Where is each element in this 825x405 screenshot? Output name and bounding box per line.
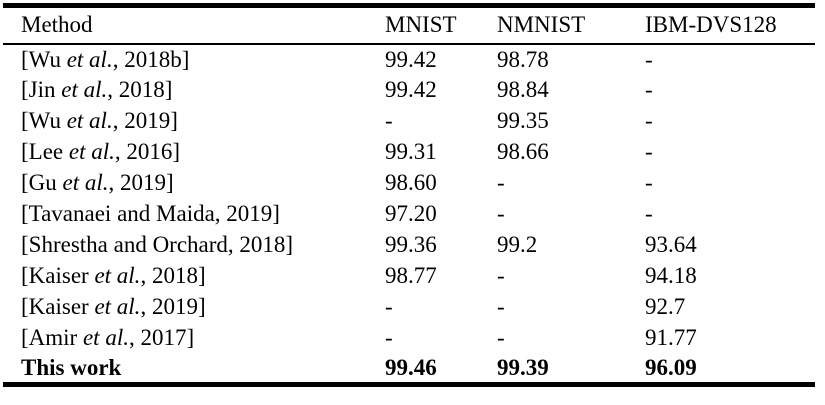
nmnist-value-cell: - — [497, 325, 505, 350]
table-row: [Lee et al., 2016] 99.31 98.66 - — [3, 137, 815, 168]
method-etal-italic: et al. — [68, 139, 115, 164]
method-cell: [Wu et al., 2018b] — [3, 44, 385, 75]
nmnist-value-cell: - — [497, 201, 505, 226]
table-row: [Jin et al., 2018] 99.42 98.84 - — [3, 75, 815, 106]
method-cell: [Kaiser et al., 2018] — [3, 261, 385, 292]
table-row: [Gu et al., 2019] 98.60 - - — [3, 168, 815, 199]
table-row: [Kaiser et al., 2019] - - 92.7 — [3, 292, 815, 323]
mnist-value-cell: - — [385, 294, 393, 319]
method-citation-suffix: , 2017] — [128, 325, 195, 350]
nmnist-value-cell: 98.84 — [497, 77, 549, 102]
col-header-nmnist: NMNIST — [497, 12, 586, 38]
method-etal-italic: et al. — [82, 325, 129, 350]
method-citation-text: [Gu — [21, 170, 63, 195]
method-citation-text: [Shrestha and Orchard, 2018] — [21, 232, 294, 257]
method-citation-text: [Wu — [21, 46, 67, 72]
method-citation-text: This work — [21, 354, 122, 380]
col-header-ibm-dvs128: IBM-DVS128 — [645, 12, 777, 38]
mnist-value-cell: 99.36 — [385, 232, 437, 257]
nmnist-value-cell: 98.78 — [497, 46, 549, 72]
method-etal-italic: et al. — [61, 77, 108, 102]
ibm-value-cell: 96.09 — [645, 354, 697, 380]
table-row: [Shrestha and Orchard, 2018] 99.36 99.2 … — [3, 230, 815, 261]
method-cell: [Gu et al., 2019] — [3, 168, 385, 199]
ibm-value-cell: - — [645, 170, 653, 195]
table-body: [Wu et al., 2018b] 99.42 98.78 - [Jin et… — [3, 44, 815, 385]
nmnist-value-cell: 98.66 — [497, 139, 549, 164]
nmnist-value-cell: 99.2 — [497, 232, 538, 257]
table-row: [Wu et al., 2019] - 99.35 - — [3, 106, 815, 137]
method-citation-text: [Kaiser — [21, 294, 95, 319]
mnist-value-cell: 98.77 — [385, 263, 437, 288]
method-citation-suffix: , 2018] — [140, 263, 206, 288]
method-cell: [Lee et al., 2016] — [3, 137, 385, 168]
ibm-value-cell: 92.7 — [645, 294, 686, 319]
table-header: Method MNIST NMNIST IBM-DVS128 — [3, 6, 815, 44]
method-citation-text: [Wu — [21, 108, 67, 133]
mnist-value-cell: - — [385, 325, 393, 350]
table-row: This work 99.46 99.39 96.09 — [3, 354, 815, 385]
method-citation-suffix: , 2018b] — [112, 46, 190, 72]
method-cell: This work — [3, 354, 385, 385]
results-table: Method MNIST NMNIST IBM-DVS128 [Wu et al… — [3, 3, 815, 387]
method-citation-suffix: , 2018] — [107, 77, 173, 102]
col-header-mnist: MNIST — [385, 12, 457, 38]
ibm-value-cell: - — [645, 139, 653, 164]
table-row: [Amir et al., 2017] - - 91.77 — [3, 323, 815, 354]
col-header-method: Method — [21, 12, 93, 38]
table-row: [Tavanaei and Maida, 2019] 97.20 - - — [3, 199, 815, 230]
mnist-value-cell: 99.31 — [385, 139, 437, 164]
method-citation-suffix: , 2016] — [114, 139, 181, 164]
nmnist-value-cell: - — [497, 294, 505, 319]
ibm-value-cell: - — [645, 46, 653, 72]
method-cell: [Wu et al., 2019] — [3, 106, 385, 137]
ibm-value-cell: 94.18 — [645, 263, 697, 288]
method-etal-italic: et al. — [94, 294, 141, 319]
mnist-value-cell: - — [385, 108, 393, 133]
method-citation-text: [Jin — [21, 77, 62, 102]
ibm-value-cell: - — [645, 108, 653, 133]
mnist-value-cell: 98.60 — [385, 170, 437, 195]
mnist-value-cell: 99.46 — [385, 354, 437, 380]
ibm-value-cell: - — [645, 77, 653, 102]
ibm-value-cell: 93.64 — [645, 232, 697, 257]
nmnist-value-cell: - — [497, 263, 505, 288]
method-citation-text: [Lee — [21, 139, 69, 164]
method-etal-italic: et al. — [94, 263, 141, 288]
mnist-value-cell: 99.42 — [385, 77, 437, 102]
method-citation-text: [Kaiser — [21, 263, 95, 288]
table-row: [Wu et al., 2018b] 99.42 98.78 - — [3, 44, 815, 75]
method-citation-text: [Tavanaei and Maida, 2019] — [21, 201, 280, 226]
method-citation-suffix: , 2019] — [108, 170, 174, 195]
method-citation-text: [Amir — [21, 325, 83, 350]
ibm-value-cell: 91.77 — [645, 325, 697, 350]
method-cell: [Amir et al., 2017] — [3, 323, 385, 354]
method-etal-italic: et al. — [66, 46, 113, 72]
nmnist-value-cell: 99.39 — [497, 354, 549, 380]
method-cell: [Shrestha and Orchard, 2018] — [3, 230, 385, 261]
nmnist-value-cell: 99.35 — [497, 108, 549, 133]
table-row: [Kaiser et al., 2018] 98.77 - 94.18 — [3, 261, 815, 292]
nmnist-value-cell: - — [497, 170, 505, 195]
method-citation-suffix: , 2019] — [140, 294, 206, 319]
ibm-value-cell: - — [645, 201, 653, 226]
method-cell: [Tavanaei and Maida, 2019] — [3, 199, 385, 230]
mnist-value-cell: 97.20 — [385, 201, 437, 226]
mnist-value-cell: 99.42 — [385, 46, 437, 72]
method-cell: [Jin et al., 2018] — [3, 75, 385, 106]
method-cell: [Kaiser et al., 2019] — [3, 292, 385, 323]
method-etal-italic: et al. — [66, 108, 113, 133]
method-citation-suffix: , 2019] — [112, 108, 178, 133]
header-row: Method MNIST NMNIST IBM-DVS128 — [3, 6, 815, 44]
method-etal-italic: et al. — [62, 170, 109, 195]
